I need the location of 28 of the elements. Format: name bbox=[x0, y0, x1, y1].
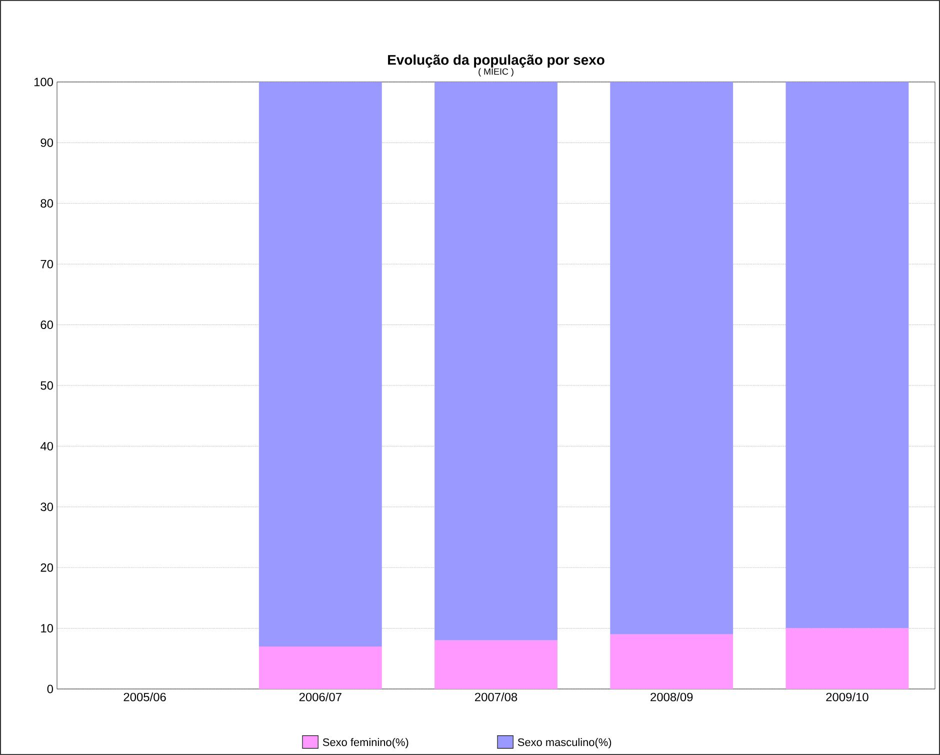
y-tick-label: 90 bbox=[40, 138, 54, 147]
legend-label: Sexo feminino(%) bbox=[322, 738, 408, 748]
y-tick-label: 60 bbox=[40, 320, 54, 330]
bar bbox=[610, 82, 734, 634]
x-tick-label: 2008/09 bbox=[650, 692, 693, 702]
bar bbox=[786, 82, 909, 628]
bar bbox=[786, 628, 909, 689]
bar bbox=[258, 82, 382, 646]
bar bbox=[434, 640, 558, 689]
y-tick-label: 0 bbox=[47, 684, 54, 694]
x-tick-label: 2006/07 bbox=[299, 692, 342, 702]
x-tick-label: 2007/08 bbox=[474, 692, 518, 702]
x-tick-label: 2005/06 bbox=[124, 692, 166, 702]
chart-subtitle: ( MIEIC ) bbox=[478, 68, 514, 76]
bar bbox=[610, 634, 734, 689]
y-tick-label: 70 bbox=[40, 260, 54, 268]
y-tick-label: 20 bbox=[40, 563, 54, 572]
x-tick-label: 2009/10 bbox=[826, 692, 868, 702]
y-tick-label: 100 bbox=[34, 78, 54, 86]
y-tick-label: 30 bbox=[40, 502, 54, 512]
y-tick-label: 50 bbox=[40, 381, 54, 390]
bar bbox=[258, 646, 382, 689]
y-tick-label: 40 bbox=[40, 442, 54, 450]
y-tick-label: 10 bbox=[41, 624, 54, 633]
chart-title: Evolução da população por sexo bbox=[388, 54, 604, 68]
legend-label: Sexo masculino(%) bbox=[518, 738, 612, 748]
bar bbox=[434, 82, 558, 640]
y-tick-label: 80 bbox=[40, 199, 54, 208]
